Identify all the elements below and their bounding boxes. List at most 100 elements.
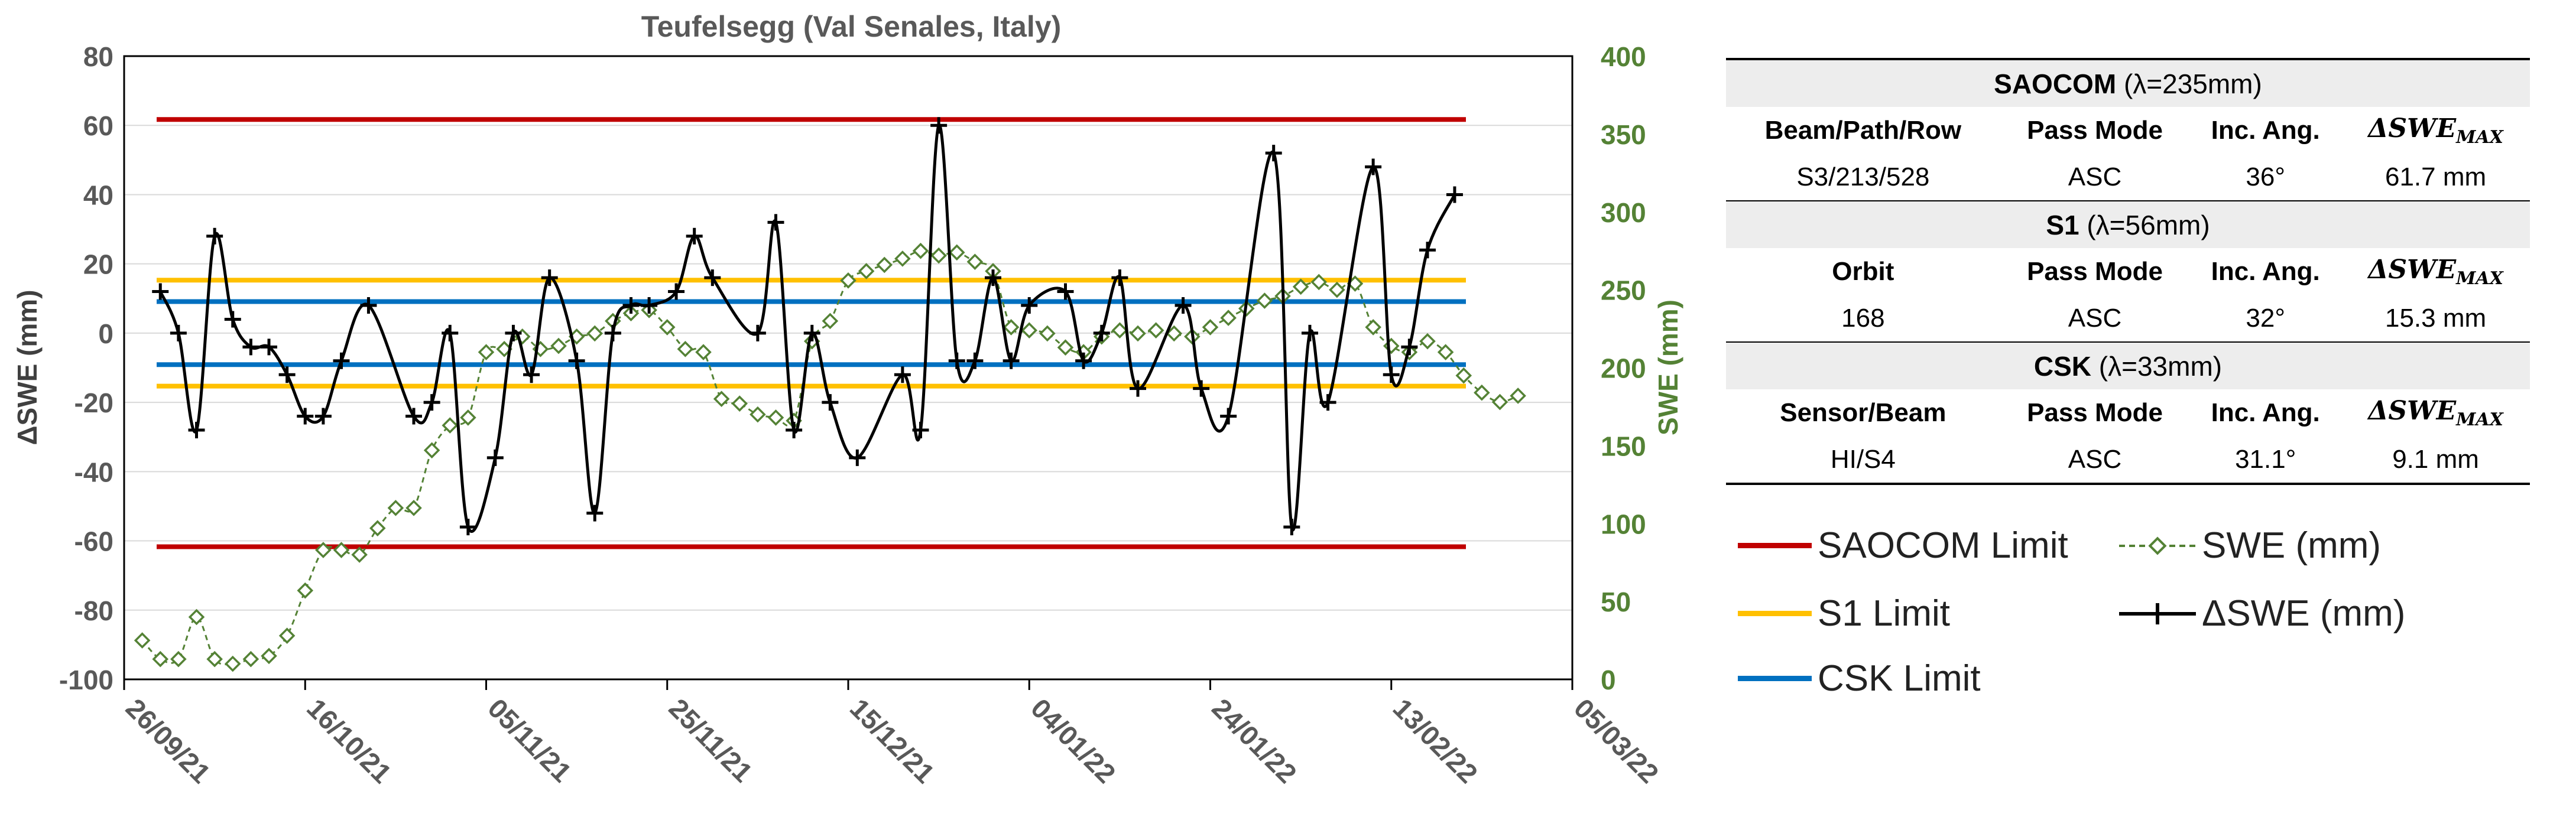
data-point [912,242,929,259]
data-point [297,408,314,425]
data-point [460,409,476,426]
legend-label: SWE (mm) [2202,525,2382,566]
data-point [188,422,205,438]
data-point [713,390,730,408]
legend-item-swe: SWE (mm) [2119,525,2381,567]
data-point [1130,325,1146,342]
y2-tick-label: 200 [1601,353,1646,384]
data-point [1283,519,1300,536]
data-point [1021,322,1038,338]
data-point [1021,297,1038,314]
data-point [333,352,350,369]
data-point [297,582,314,599]
table-header: Inc. Ang. [2211,115,2320,145]
y-tick-label: 20 [83,249,113,280]
data-point [930,247,947,264]
data-point [486,449,504,466]
series [134,117,1526,672]
data-point [496,341,512,357]
data-point [1329,281,1345,298]
data-point [1057,339,1074,356]
table-cell: 31.1° [2189,436,2342,485]
data-point [731,395,748,412]
legend-label: CSK Limit [1818,658,1981,699]
data-point [641,297,658,314]
y2-tick-label: 400 [1601,41,1646,72]
table-cell: 168 [1841,303,1885,333]
y2-tick-label: 350 [1601,119,1646,150]
data-point [459,519,476,536]
data-point [152,650,169,668]
data-point [695,344,712,360]
data-point [1383,366,1400,383]
data-point [586,504,604,522]
data-point [1491,393,1508,411]
y-tick-label: -100 [59,665,113,695]
data-point [423,394,440,411]
y-tick-label: 0 [98,318,113,349]
data-point [206,227,223,245]
section-name: S1 [2046,209,2079,240]
x-tick-label: 13/02/22 [1387,692,1484,789]
data-point [1220,310,1237,326]
data-point [1057,283,1074,300]
table-header-max: ΔSWEMAX [2368,254,2503,289]
legend-label: S1 Limit [1818,593,1950,634]
data-point [1383,337,1400,354]
data-point [749,324,766,341]
legend-label: SAOCOM Limit [1818,525,2068,566]
data-point [170,324,187,341]
legend-swatch-s1 [1738,611,1812,616]
table-header: Pass Mode [2027,256,2163,286]
data-point [894,366,911,383]
data-point [314,408,332,425]
data-point [1365,319,1381,336]
table-cell: 36° [2246,162,2285,191]
data-point [876,256,893,274]
data-point [822,313,839,330]
data-point [206,650,223,668]
table-row: S3/213/528 ASC 36° 61.7 mm [1726,154,2530,201]
data-point [767,214,784,231]
data-point [786,422,803,438]
legend-swatch-saocom [1738,543,1812,548]
data-point [1130,380,1146,397]
table-header: Pass Mode [2027,398,2163,427]
data-point [188,608,205,626]
data-point [767,409,784,426]
table-cell: ASC [2068,162,2122,191]
data-point [849,449,866,466]
data-point [1039,325,1056,342]
data-point [966,253,984,270]
data-point [523,366,540,383]
y-tick-label: 60 [83,110,113,141]
legend-swatch-swe [2119,536,2196,555]
table-header: Inc. Ang. [2211,256,2320,286]
data-point [1003,319,1020,336]
data-point [1401,338,1418,356]
data-point [550,337,567,354]
data-point [351,546,368,563]
data-point [387,500,404,516]
y-tick-label: -40 [74,457,113,487]
data-point [1365,158,1382,175]
x-axis-ticks: 26/09/21 16/10/21 05/11/21 25/11/21 15/12/21… [120,679,1665,789]
data-point [1220,408,1237,425]
table-header-max: ΔSWEMAX [2368,113,2503,148]
data-point [423,442,440,459]
legend-swatch-csk [1738,676,1812,681]
section-name: SAOCOM [1994,68,2117,99]
data-point [369,520,386,536]
x-tick-label: 04/01/22 [1025,692,1121,789]
section-name: CSK [2033,350,2092,382]
table-section-saocom: SAOCOM (λ=235mm) [1726,58,2530,107]
data-point [1166,325,1183,342]
data-point [840,272,856,289]
data-point [568,352,585,369]
data-point [360,297,377,314]
data-point [478,344,495,360]
y-tick-label: -60 [74,526,113,557]
table-header: Pass Mode [2027,115,2163,145]
sensor-info-table: SAOCOM (λ=235mm) Beam/Path/Row Pass Mode… [1726,58,2530,485]
data-point [1437,344,1454,360]
